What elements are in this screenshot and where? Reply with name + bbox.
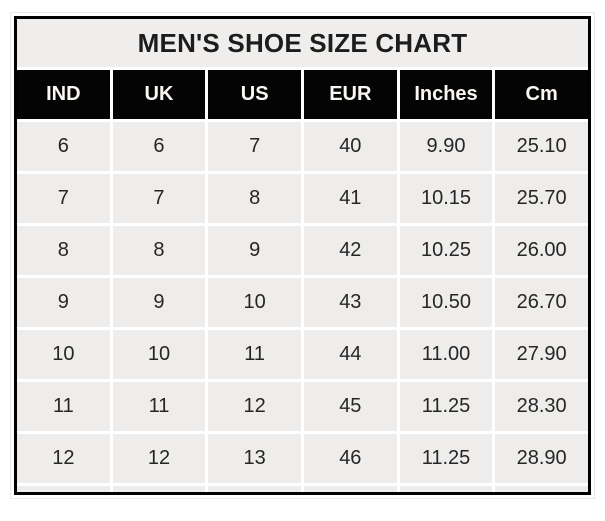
table-cell: 7 xyxy=(17,174,110,223)
table-cell: 13 xyxy=(208,434,301,483)
table-cell: 11 xyxy=(208,330,301,379)
table-cell: 26.00 xyxy=(495,226,588,275)
table-footer-spacer xyxy=(17,486,110,492)
table-cell: 11.25 xyxy=(399,382,493,431)
table-cell: 7 xyxy=(208,122,301,171)
table-cell: 26.70 xyxy=(495,278,588,327)
table-cell: 8 xyxy=(17,226,110,275)
table-cell: 45 xyxy=(303,382,397,431)
table-footer-spacer xyxy=(495,486,588,492)
column-header-uk: UK xyxy=(112,70,206,119)
table-footer-spacer xyxy=(303,486,397,492)
table-cell: 28.30 xyxy=(495,382,588,431)
table-cell: 9 xyxy=(112,278,206,327)
column-header-eur: EUR xyxy=(303,70,397,119)
table-cell: 11 xyxy=(17,382,110,431)
table-cell: 25.70 xyxy=(495,174,588,223)
table-cell: 7 xyxy=(112,174,206,223)
table-cell: 27.90 xyxy=(495,330,588,379)
table-cell: 8 xyxy=(112,226,206,275)
table-cell: 6 xyxy=(112,122,206,171)
table-footer-spacer xyxy=(399,486,493,492)
table-cell: 8 xyxy=(208,174,301,223)
table-cell: 10.25 xyxy=(399,226,493,275)
table-cell: 10 xyxy=(17,330,110,379)
table-cell: 10 xyxy=(208,278,301,327)
table-footer-spacer xyxy=(112,486,206,492)
table-cell: 9 xyxy=(17,278,110,327)
table-cell: 46 xyxy=(303,434,397,483)
table-cell: 12 xyxy=(112,434,206,483)
table-cell: 43 xyxy=(303,278,397,327)
table-cell: 44 xyxy=(303,330,397,379)
table-cell: 12 xyxy=(17,434,110,483)
chart-outer-frame: MEN'S SHOE SIZE CHART IND UK US EUR Inch… xyxy=(10,12,595,499)
table-cell: 25.10 xyxy=(495,122,588,171)
column-header-cm: Cm xyxy=(495,70,588,119)
table-cell: 10.15 xyxy=(399,174,493,223)
table-cell: 12 xyxy=(208,382,301,431)
table-cell: 11.00 xyxy=(399,330,493,379)
table-cell: 6 xyxy=(17,122,110,171)
chart-title: MEN'S SHOE SIZE CHART xyxy=(17,19,588,67)
table-cell: 41 xyxy=(303,174,397,223)
table-cell: 42 xyxy=(303,226,397,275)
table-cell: 10 xyxy=(112,330,206,379)
column-header-ind: IND xyxy=(17,70,110,119)
shoe-size-table: MEN'S SHOE SIZE CHART IND UK US EUR Inch… xyxy=(14,16,591,495)
table-cell: 10.50 xyxy=(399,278,493,327)
table-cell: 11.25 xyxy=(399,434,493,483)
table-cell: 40 xyxy=(303,122,397,171)
table-cell: 9.90 xyxy=(399,122,493,171)
table-cell: 9 xyxy=(208,226,301,275)
column-header-inches: Inches xyxy=(399,70,493,119)
table-footer-spacer xyxy=(208,486,301,492)
table-cell: 28.90 xyxy=(495,434,588,483)
column-header-us: US xyxy=(208,70,301,119)
table-cell: 11 xyxy=(112,382,206,431)
